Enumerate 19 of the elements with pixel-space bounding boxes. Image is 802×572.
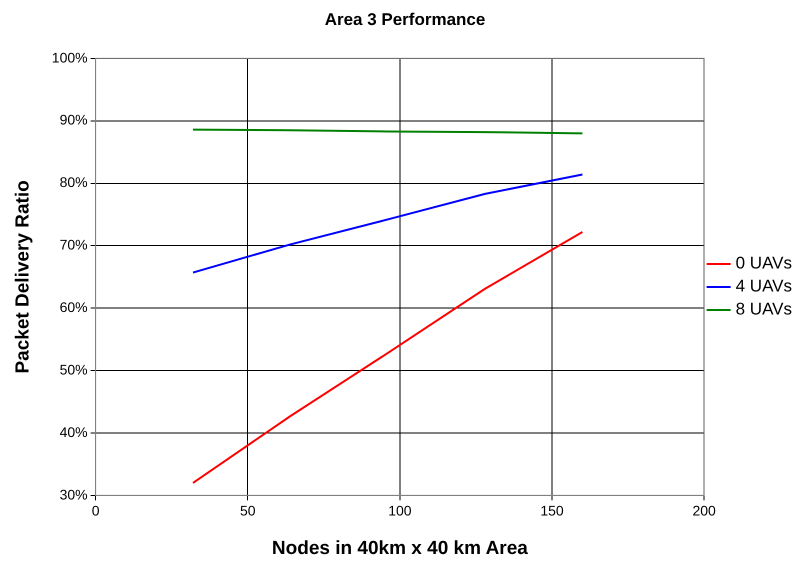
y-tick-label: 100% xyxy=(52,49,88,66)
x-tick-label: 150 xyxy=(540,502,564,519)
y-tick-label: 30% xyxy=(60,486,88,502)
y-tick-label: 50% xyxy=(60,361,88,378)
x-tick-label: 200 xyxy=(692,502,716,519)
y-tick-label: 90% xyxy=(60,112,88,128)
y-tick-label: 60% xyxy=(60,298,88,315)
y-tick-label: 40% xyxy=(60,424,88,440)
legend-label: 8 UAVs xyxy=(736,300,792,319)
y-tick-label: 70% xyxy=(60,236,88,253)
chart-title: Area 3 Performance xyxy=(324,10,486,29)
x-tick-label: 100 xyxy=(388,502,412,519)
x-axis-title: Nodes in 40km x 40 km Area xyxy=(272,538,528,559)
y-axis-title: Packet Delivery Ratio xyxy=(12,180,34,374)
legend-label: 0 UAVs xyxy=(736,254,792,273)
legend-label: 4 UAVs xyxy=(736,276,792,296)
y-tick-label: 80% xyxy=(60,174,88,190)
x-tick-label: 50 xyxy=(240,502,256,519)
x-tick-label: 0 xyxy=(92,502,100,519)
